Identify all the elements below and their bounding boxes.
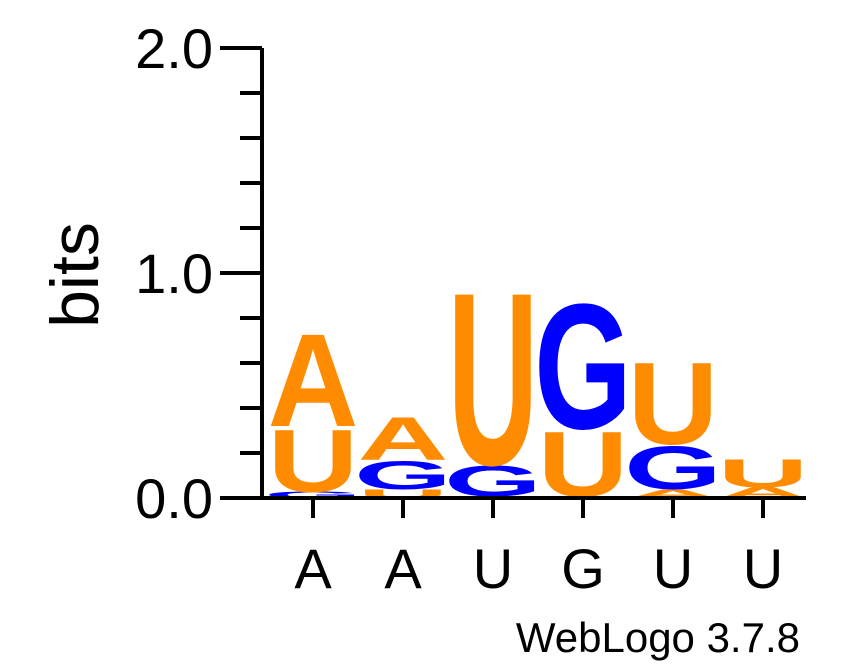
logo-letter-a: A	[268, 307, 359, 455]
logo-letter-g: G	[264, 490, 362, 500]
x-tick-label: U	[743, 537, 783, 600]
y-axis-label: bits	[37, 222, 113, 328]
x-tick-label: U	[473, 537, 513, 600]
footer-credit: WebLogo 3.7.8	[516, 614, 800, 661]
stacks-layer: GUAUGAAGUAUGAGUAU	[264, 243, 808, 518]
x-tick-label: U	[653, 537, 693, 600]
y-axis: 0.0 1.0 2.0	[135, 17, 264, 530]
logo-letter-u: U	[448, 243, 539, 518]
x-tick-label: A	[384, 537, 422, 600]
x-tick-label: A	[294, 537, 332, 600]
logo-letter-u: U	[268, 411, 359, 511]
logo-letter-g: G	[354, 453, 452, 498]
y-tick-label: 2.0	[135, 17, 213, 80]
y-tick-label: 0.0	[135, 467, 213, 530]
logo-letter-u: U	[718, 451, 809, 496]
y-tick-label: 1.0	[135, 242, 213, 305]
logo-letter-g: G	[624, 433, 722, 502]
logo-letter-u: U	[628, 338, 719, 469]
x-tick-label: G	[561, 537, 605, 600]
logo-letter-g: G	[534, 266, 632, 466]
logo-letter-a: A	[358, 404, 449, 473]
